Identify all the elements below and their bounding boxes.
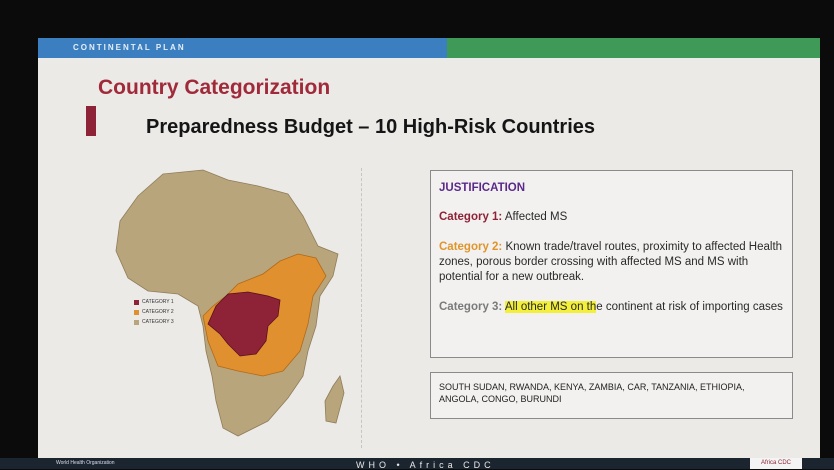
legend-item: CATEGORY 3	[134, 317, 174, 327]
category-2: Category 2: Known trade/travel routes, p…	[439, 240, 784, 285]
title: Country Categorization	[98, 76, 331, 99]
slide: CONTINENTAL PLAN Country Categorization …	[38, 38, 820, 458]
label: Category 2:	[439, 241, 503, 253]
countries-box: SOUTH SUDAN, RWANDA, KENYA, ZAMBIA, CAR,…	[430, 372, 793, 419]
subtitle: Preparedness Budget – 10 High-Risk Count…	[146, 116, 596, 138]
cdc-logo: Africa CDC	[750, 458, 802, 469]
label: Category 3:	[439, 301, 503, 313]
africa-map	[115, 169, 345, 437]
legend-item: CATEGORY 2	[134, 307, 174, 317]
legend-label: CATEGORY 3	[142, 319, 174, 325]
heading: JUSTIFICATION	[439, 182, 526, 194]
text: Known trade/travel routes, proximity to …	[439, 241, 783, 283]
footer: World Health Organization WHO • Africa C…	[0, 458, 834, 470]
header-label: CONTINENTAL PLAN	[73, 43, 186, 52]
who-logo: World Health Organization	[56, 460, 115, 466]
label: Category 1:	[439, 211, 503, 223]
legend-label: CATEGORY 1	[142, 299, 174, 305]
divider	[361, 168, 362, 448]
madagascar	[324, 375, 345, 424]
category-3: Category 3: All other MS on the continen…	[439, 300, 784, 315]
highlight: All other MS on th	[504, 301, 597, 313]
legend: CATEGORY 1 CATEGORY 2 CATEGORY 3	[134, 297, 174, 327]
legend-item: CATEGORY 1	[134, 297, 174, 307]
accent	[86, 106, 96, 136]
justification-box: JUSTIFICATION Category 1: Affected MS Ca…	[430, 170, 793, 358]
text: e continent at risk of importing cases	[596, 301, 783, 313]
text: Affected MS	[504, 211, 568, 223]
header-bar	[447, 38, 820, 58]
legend-label: CATEGORY 2	[142, 309, 174, 315]
header-bar	[38, 38, 447, 58]
footer-center: WHO • Africa CDC	[356, 460, 495, 470]
category-1: Category 1: Affected MS	[439, 210, 784, 225]
map-category-1	[207, 291, 281, 357]
